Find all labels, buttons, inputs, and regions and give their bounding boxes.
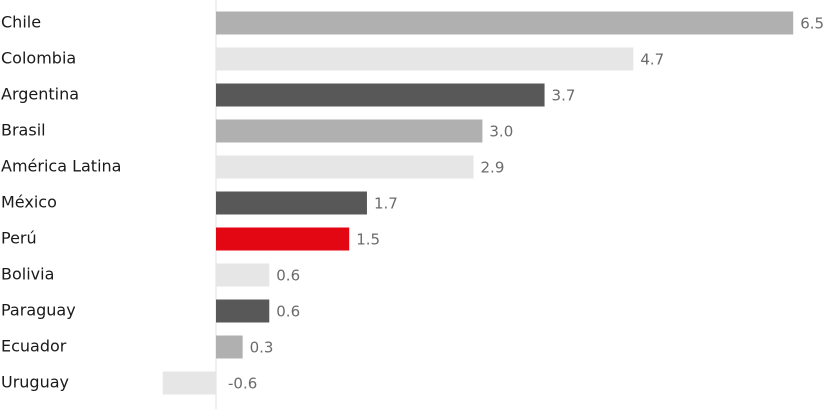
category-label: América Latina xyxy=(1,157,121,176)
category-label: Perú xyxy=(1,229,37,248)
value-label: 3.0 xyxy=(489,123,513,141)
category-label: Paraguay xyxy=(1,301,76,320)
value-label: 0.3 xyxy=(250,339,274,357)
value-label: 1.7 xyxy=(374,195,398,213)
value-label: 3.7 xyxy=(552,87,576,105)
bar xyxy=(162,371,216,395)
value-label: 6.5 xyxy=(800,15,824,33)
value-label: 0.6 xyxy=(276,267,300,285)
category-label: Brasil xyxy=(1,121,46,140)
category-label: Bolivia xyxy=(1,265,54,284)
bar xyxy=(216,119,483,143)
bar xyxy=(216,47,634,71)
bar xyxy=(216,83,545,107)
bar xyxy=(216,191,367,215)
bar xyxy=(216,11,794,35)
value-label: 1.5 xyxy=(356,231,380,249)
category-label: Uruguay xyxy=(1,373,69,392)
bar xyxy=(216,299,270,323)
bars xyxy=(162,11,794,395)
value-label: 4.7 xyxy=(640,51,664,69)
category-label: Chile xyxy=(1,13,41,32)
bar xyxy=(216,227,350,251)
category-label: Ecuador xyxy=(1,337,67,356)
bar xyxy=(216,155,474,179)
bar xyxy=(216,335,243,359)
value-label: -0.6 xyxy=(228,375,257,393)
category-label: México xyxy=(1,193,57,212)
value-label: 2.9 xyxy=(481,159,505,177)
category-label: Colombia xyxy=(1,49,76,68)
category-labels: Chile Colombia Argentina Brasil América Lati… xyxy=(1,13,121,392)
bar xyxy=(216,263,270,287)
value-labels: 6.54.73.73.02.91.71.50.60.60.3-0.6 xyxy=(228,15,824,393)
value-label: 0.6 xyxy=(276,303,300,321)
category-label: Argentina xyxy=(1,85,79,104)
